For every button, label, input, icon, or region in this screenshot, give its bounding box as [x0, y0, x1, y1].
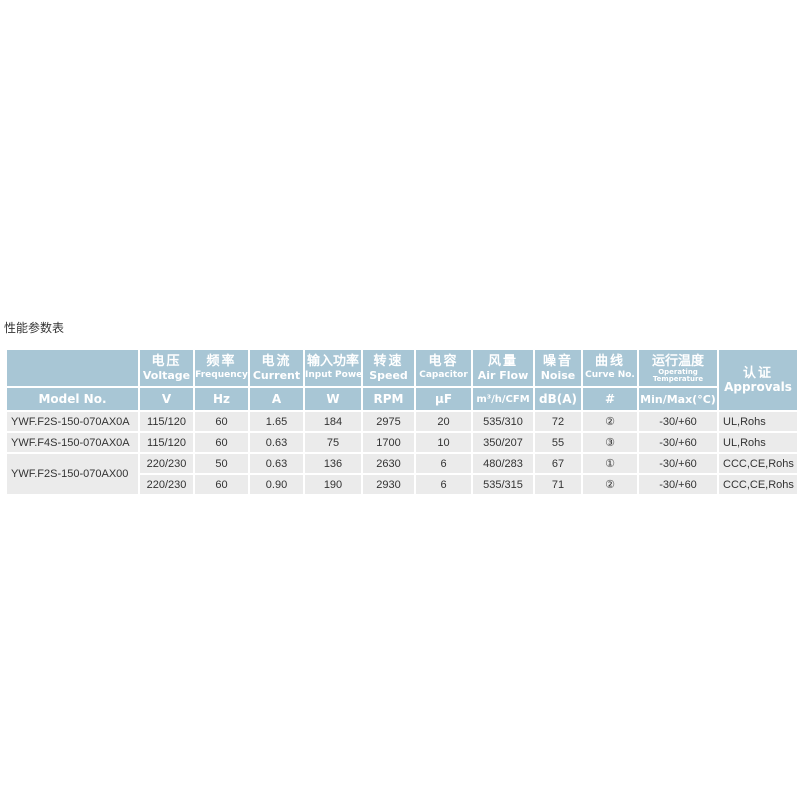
header-voltage: 电压 Voltage — [138, 348, 195, 388]
unit-power: W — [303, 386, 363, 412]
cell-temperature: -30/+60 — [637, 452, 719, 475]
cell-approvals: CCC,CE,Rohs — [717, 473, 799, 496]
cell-model: YWF.F4S-150-070AX0A — [5, 431, 140, 454]
table-row: 220/230 60 0.90 190 2930 6 535/315 71 ② … — [6, 473, 799, 496]
cell-frequency: 50 — [193, 452, 250, 475]
cell-voltage: 220/230 — [138, 452, 195, 475]
cell-approvals: UL,Rohs — [717, 431, 799, 454]
cell-air-flow: 480/283 — [471, 452, 535, 475]
cell-speed: 2630 — [361, 452, 416, 475]
cell-approvals: CCC,CE,Rohs — [717, 452, 799, 475]
cell-air-flow: 535/310 — [471, 410, 535, 433]
unit-capacitor: µF — [414, 386, 473, 412]
header-input-power: 输入功率 Input Power — [303, 348, 363, 388]
cell-frequency: 60 — [193, 410, 250, 433]
cell-capacitor: 6 — [414, 473, 473, 496]
header-blank — [5, 348, 140, 388]
cell-temperature: -30/+60 — [637, 473, 719, 496]
cell-frequency: 60 — [193, 473, 250, 496]
unit-air-flow: m³/h/CFM — [471, 386, 535, 412]
header-approvals: 认证 Approvals — [717, 348, 799, 412]
cell-frequency: 60 — [193, 431, 250, 454]
header-frequency: 频率 Frequency — [193, 348, 250, 388]
header-curve: 曲线 Curve No. — [581, 348, 639, 388]
unit-voltage: V — [138, 386, 195, 412]
cell-capacitor: 20 — [414, 410, 473, 433]
cell-speed: 2975 — [361, 410, 416, 433]
header-speed: 转速 Speed — [361, 348, 416, 388]
cell-noise: 55 — [533, 431, 583, 454]
cell-power: 75 — [303, 431, 363, 454]
cell-voltage: 115/120 — [138, 431, 195, 454]
cell-power: 190 — [303, 473, 363, 496]
header-row-names: 电压 Voltage 频率 Frequency 电流 Current 输入功率 Inpu… — [5, 348, 799, 412]
section-title: 性能参数表 — [4, 321, 65, 335]
table-row: YWF.F4S-150-070AX0A 115/120 60 0.63 75 1… — [5, 431, 799, 454]
unit-curve: # — [581, 386, 639, 412]
unit-temperature: Min/Max(°C) — [637, 386, 719, 412]
cell-capacitor: 10 — [414, 431, 473, 454]
cell-temperature: -30/+60 — [637, 410, 719, 433]
header-row-units: Model No. V Hz A W RPM µF m³/h/CFM dB(A)… — [5, 386, 798, 412]
table-row: YWF.F2S-150-070AX00 220/230 50 0.63 136 … — [5, 452, 799, 496]
cell-noise: 72 — [533, 410, 583, 433]
cell-current: 0.63 — [248, 431, 305, 454]
cell-model: YWF.F2S-150-070AX00 — [5, 452, 140, 496]
table-row: YWF.F2S-150-070AX0A 115/120 60 1.65 184 … — [5, 410, 799, 433]
cell-speed: 1700 — [361, 431, 416, 454]
cell-approvals: UL,Rohs — [717, 410, 799, 433]
header-operating-temperature: 运行温度 Operating Temperature — [637, 348, 719, 388]
unit-noise: dB(A) — [533, 386, 583, 412]
cell-curve: ② — [581, 473, 639, 496]
cell-speed: 2930 — [361, 473, 416, 496]
performance-table: 电压 Voltage 频率 Frequency 电流 Current 输入功率 Inpu… — [5, 348, 799, 496]
header-current: 电流 Current — [248, 348, 305, 388]
unit-frequency: Hz — [193, 386, 250, 412]
cell-voltage: 115/120 — [138, 410, 195, 433]
unit-current: A — [248, 386, 305, 412]
cell-temperature: -30/+60 — [637, 431, 719, 454]
cell-curve: ③ — [581, 431, 639, 454]
cell-current: 1.65 — [248, 410, 305, 433]
header-model-no: Model No. — [5, 386, 140, 412]
header-capacitor: 电容 Capacitor — [414, 348, 473, 388]
cell-model: YWF.F2S-150-070AX0A — [5, 410, 140, 433]
cell-noise: 71 — [533, 473, 583, 496]
cell-voltage: 220/230 — [138, 473, 195, 496]
header-noise: 噪音 Noise — [533, 348, 583, 388]
cell-noise: 67 — [533, 452, 583, 475]
cell-curve: ① — [581, 452, 639, 475]
cell-air-flow: 535/315 — [471, 473, 535, 496]
cell-curve: ② — [581, 410, 639, 433]
unit-speed: RPM — [361, 386, 416, 412]
header-air-flow: 风量 Air Flow — [471, 348, 535, 388]
cell-current: 0.63 — [248, 452, 305, 475]
cell-capacitor: 6 — [414, 452, 473, 475]
cell-power: 184 — [303, 410, 363, 433]
cell-power: 136 — [303, 452, 363, 475]
cell-air-flow: 350/207 — [471, 431, 535, 454]
cell-current: 0.90 — [248, 473, 305, 496]
